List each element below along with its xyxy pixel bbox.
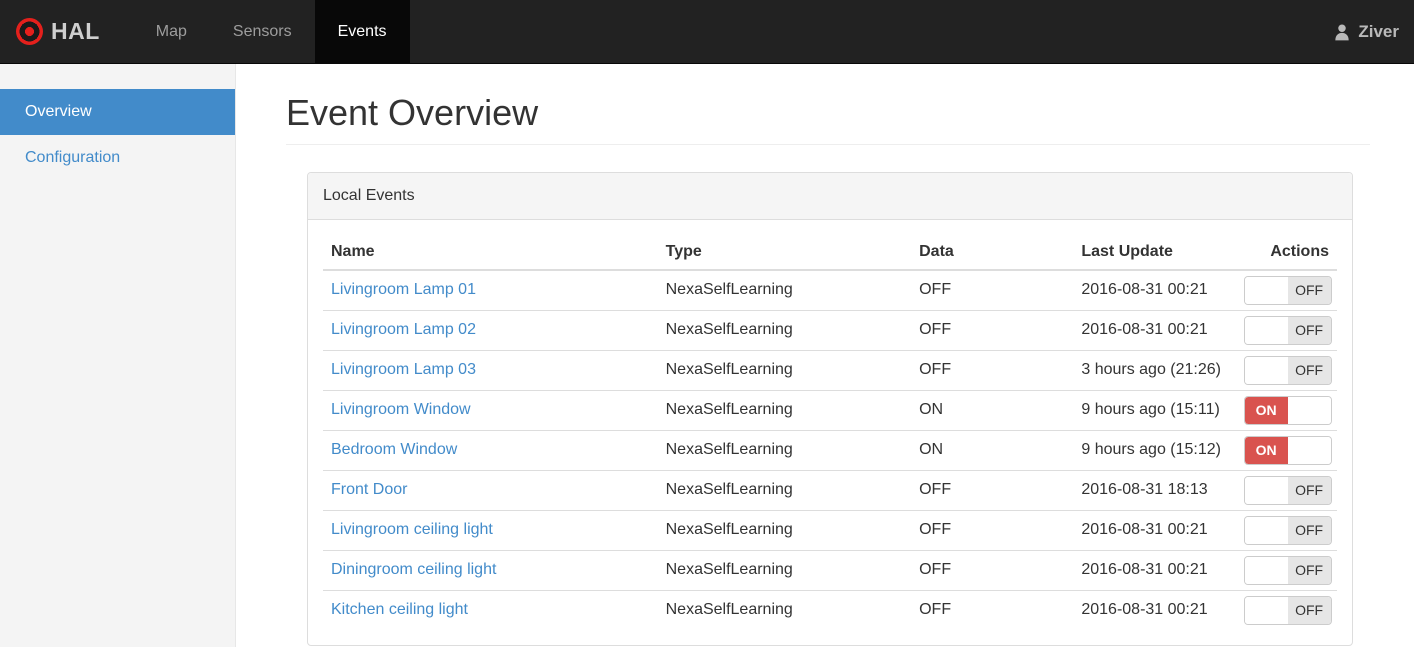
device-toggle-switch[interactable]: OFF bbox=[1243, 556, 1332, 585]
table-row: Bedroom Window NexaSelfLearning ON 9 hou… bbox=[323, 430, 1337, 471]
device-last-update: 9 hours ago (15:12) bbox=[1073, 430, 1236, 471]
device-link[interactable]: Livingroom Lamp 01 bbox=[331, 281, 476, 299]
device-type: NexaSelfLearning bbox=[657, 269, 912, 311]
device-data-value: OFF bbox=[911, 590, 1074, 630]
device-data-value: OFF bbox=[911, 550, 1074, 591]
device-data-value: OFF bbox=[911, 269, 1074, 311]
toggle-off-side[interactable]: OFF bbox=[1287, 317, 1331, 344]
device-toggle-switch[interactable]: OFF bbox=[1243, 516, 1332, 545]
column-header-data: Data bbox=[911, 235, 1074, 271]
device-type: NexaSelfLearning bbox=[657, 430, 912, 471]
panel-title: Local Events bbox=[308, 173, 1352, 220]
device-last-update: 9 hours ago (15:11) bbox=[1073, 390, 1236, 431]
device-toggle-switch[interactable]: ON bbox=[1243, 396, 1332, 425]
navbar-links: Map Sensors Events bbox=[133, 0, 410, 63]
device-last-update: 2016-08-31 00:21 bbox=[1073, 510, 1236, 551]
toggle-on-side[interactable] bbox=[1244, 277, 1288, 304]
events-table-body: Livingroom Lamp 01 NexaSelfLearning OFF … bbox=[323, 269, 1337, 630]
toggle-on-side[interactable] bbox=[1244, 477, 1288, 504]
top-navbar: HAL Map Sensors Events Ziver bbox=[0, 0, 1414, 64]
device-toggle-switch[interactable]: ON bbox=[1243, 436, 1332, 465]
table-row: Front Door NexaSelfLearning OFF 2016-08-… bbox=[323, 470, 1337, 511]
device-link[interactable]: Kitchen ceiling light bbox=[331, 601, 468, 619]
toggle-off-side[interactable]: OFF bbox=[1287, 477, 1331, 504]
device-type: NexaSelfLearning bbox=[657, 350, 912, 391]
nav-item-events[interactable]: Events bbox=[314, 0, 410, 63]
toggle-on-side[interactable]: ON bbox=[1244, 437, 1288, 464]
column-header-type: Type bbox=[657, 235, 912, 271]
device-data-value: OFF bbox=[911, 470, 1074, 511]
local-events-panel: Local Events Name Type Data Last Update … bbox=[307, 172, 1353, 646]
device-last-update: 2016-08-31 00:21 bbox=[1073, 550, 1236, 591]
device-type: NexaSelfLearning bbox=[657, 590, 912, 630]
toggle-on-side[interactable] bbox=[1244, 517, 1288, 544]
device-link[interactable]: Bedroom Window bbox=[331, 441, 458, 459]
device-toggle-switch[interactable]: OFF bbox=[1243, 476, 1332, 505]
device-type: NexaSelfLearning bbox=[657, 470, 912, 511]
nav-item-map[interactable]: Map bbox=[155, 22, 187, 40]
device-link[interactable]: Livingroom Lamp 03 bbox=[331, 361, 476, 379]
device-data-value: ON bbox=[911, 390, 1074, 431]
toggle-on-side[interactable]: ON bbox=[1244, 397, 1288, 424]
device-data-value: OFF bbox=[911, 310, 1074, 351]
table-row: Livingroom Lamp 02 NexaSelfLearning OFF … bbox=[323, 310, 1337, 351]
toggle-off-side[interactable]: OFF bbox=[1287, 557, 1331, 584]
device-last-update: 2016-08-31 00:21 bbox=[1073, 590, 1236, 630]
events-table: Name Type Data Last Update Actions Livin… bbox=[323, 235, 1337, 630]
user-menu[interactable]: Ziver bbox=[1332, 0, 1399, 63]
hal-logo-icon bbox=[16, 18, 43, 45]
device-data-value: OFF bbox=[911, 350, 1074, 391]
device-last-update: 2016-08-31 00:21 bbox=[1073, 269, 1236, 311]
column-header-actions: Actions bbox=[1235, 235, 1337, 271]
device-link[interactable]: Livingroom Lamp 02 bbox=[331, 321, 476, 339]
toggle-on-side[interactable] bbox=[1244, 317, 1288, 344]
device-last-update: 2016-08-31 18:13 bbox=[1073, 470, 1236, 511]
column-header-last-update: Last Update bbox=[1073, 235, 1236, 271]
toggle-off-side[interactable]: OFF bbox=[1287, 277, 1331, 304]
table-header-row: Name Type Data Last Update Actions bbox=[323, 235, 1337, 271]
sidebar-item-configuration[interactable]: Configuration bbox=[25, 149, 121, 166]
toggle-on-side[interactable] bbox=[1244, 597, 1288, 624]
device-toggle-switch[interactable]: OFF bbox=[1243, 356, 1332, 385]
device-last-update: 2016-08-31 00:21 bbox=[1073, 310, 1236, 351]
panel-body: Name Type Data Last Update Actions Livin… bbox=[308, 220, 1352, 645]
sidebar-item-overview[interactable]: Overview bbox=[0, 89, 235, 135]
table-row: Diningroom ceiling light NexaSelfLearnin… bbox=[323, 550, 1337, 591]
table-row: Livingroom Lamp 01 NexaSelfLearning OFF … bbox=[323, 269, 1337, 311]
brand[interactable]: HAL bbox=[0, 0, 115, 63]
device-type: NexaSelfLearning bbox=[657, 310, 912, 351]
device-toggle-switch[interactable]: OFF bbox=[1243, 316, 1332, 345]
column-header-name: Name bbox=[323, 235, 658, 271]
device-data-value: ON bbox=[911, 430, 1074, 471]
toggle-on-side[interactable] bbox=[1244, 557, 1288, 584]
nav-item-sensors[interactable]: Sensors bbox=[232, 22, 292, 40]
device-link[interactable]: Livingroom ceiling light bbox=[331, 521, 493, 539]
device-link[interactable]: Diningroom ceiling light bbox=[331, 561, 497, 579]
page-title: Event Overview bbox=[286, 92, 1370, 145]
user-icon bbox=[1335, 24, 1350, 40]
toggle-off-side[interactable] bbox=[1287, 397, 1331, 424]
device-type: NexaSelfLearning bbox=[657, 550, 912, 591]
toggle-off-side[interactable]: OFF bbox=[1287, 517, 1331, 544]
user-name: Ziver bbox=[1358, 21, 1399, 41]
device-toggle-switch[interactable]: OFF bbox=[1243, 596, 1332, 625]
toggle-on-side[interactable] bbox=[1244, 357, 1288, 384]
table-row: Livingroom Window NexaSelfLearning ON 9 … bbox=[323, 390, 1337, 431]
device-toggle-switch[interactable]: OFF bbox=[1243, 276, 1332, 305]
device-type: NexaSelfLearning bbox=[657, 390, 912, 431]
device-link[interactable]: Livingroom Window bbox=[331, 401, 471, 419]
main-content: Event Overview Local Events Name Type Da… bbox=[236, 64, 1414, 647]
table-row: Livingroom Lamp 03 NexaSelfLearning OFF … bbox=[323, 350, 1337, 391]
device-link[interactable]: Front Door bbox=[331, 481, 408, 499]
toggle-off-side[interactable]: OFF bbox=[1287, 597, 1331, 624]
device-last-update: 3 hours ago (21:26) bbox=[1073, 350, 1236, 391]
toggle-off-side[interactable]: OFF bbox=[1287, 357, 1331, 384]
sidebar: Overview Configuration bbox=[0, 64, 236, 647]
brand-label: HAL bbox=[51, 18, 100, 44]
table-row: Kitchen ceiling light NexaSelfLearning O… bbox=[323, 590, 1337, 630]
device-data-value: OFF bbox=[911, 510, 1074, 551]
table-row: Livingroom ceiling light NexaSelfLearnin… bbox=[323, 510, 1337, 551]
device-type: NexaSelfLearning bbox=[657, 510, 912, 551]
toggle-off-side[interactable] bbox=[1287, 437, 1331, 464]
